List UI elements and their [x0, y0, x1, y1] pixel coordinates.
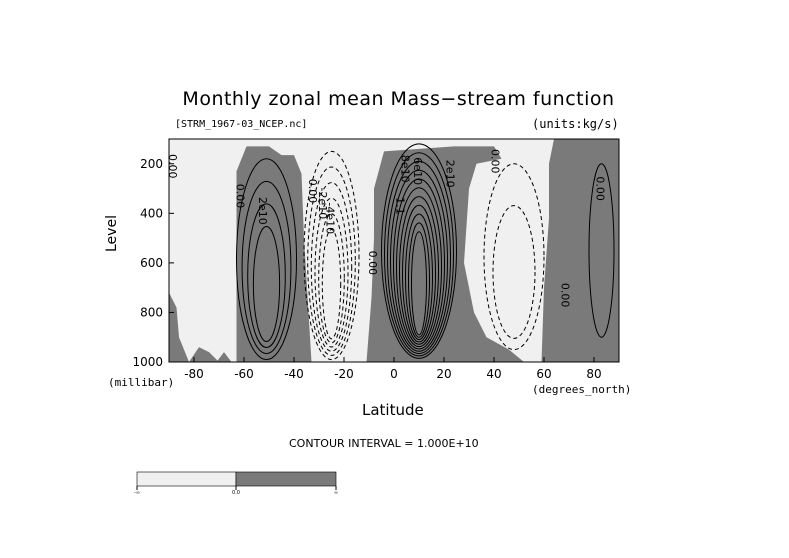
- contour-label: 1.1: [394, 197, 407, 215]
- positive-shade: [216, 352, 232, 362]
- contour-line: [307, 166, 356, 356]
- contour-label: 0.00: [594, 176, 607, 201]
- x-tick-label: 20: [436, 367, 451, 381]
- x-tick-label: -60: [234, 367, 254, 381]
- contour-line: [314, 197, 349, 348]
- positive-shade: [189, 347, 219, 362]
- y-tick-label: 800: [140, 305, 163, 319]
- contour-label: 8e10: [399, 155, 412, 183]
- positive-shade: [541, 139, 619, 362]
- y-tick-label: 600: [140, 256, 163, 270]
- contour-lines: [236, 143, 615, 361]
- colorbar-tick-label: 0.0: [232, 490, 240, 496]
- x-axis-ticks: -80 -60 -40 -20 0 20 40 60 80: [184, 357, 602, 381]
- contour-label: -2e10: [316, 188, 329, 220]
- contour-interval-label: CONTOUR INTERVAL = 1.000E+10: [289, 437, 479, 450]
- x-axis-label: Latitude: [362, 401, 424, 419]
- contour-line: [483, 163, 545, 351]
- contour-label: 0.00: [306, 179, 319, 204]
- contour-line: [588, 163, 615, 338]
- contour-label: 0.00: [489, 149, 502, 174]
- y-tick-label: 400: [140, 206, 163, 220]
- y-axis-label: Level: [104, 215, 120, 252]
- colorbar-negative: [136, 471, 237, 487]
- contour-line: [310, 182, 353, 352]
- y-tick-label: 1000: [132, 355, 163, 369]
- contour-line: [236, 158, 297, 361]
- contour-line: [411, 231, 427, 336]
- x-tick-label: 0: [390, 367, 398, 381]
- contour-label: -4e10: [324, 202, 337, 234]
- colorbar: -∞ 0.0 ∞: [134, 471, 338, 496]
- x-tick-label: -80: [184, 367, 204, 381]
- contour-line: [390, 169, 448, 352]
- contour-line: [303, 150, 360, 361]
- y-axis-ticks: 200 400 600 800 1000: [132, 157, 174, 369]
- y-unit-label: (millibar): [108, 376, 175, 389]
- contour-label: 0.00: [166, 154, 179, 179]
- contour-line: [252, 226, 281, 342]
- contour-line: [393, 178, 445, 350]
- x-tick-label: 80: [586, 367, 601, 381]
- contour-label: 0.00: [234, 184, 247, 209]
- positive-shade: [169, 292, 189, 362]
- colorbar-tick-label: -∞: [134, 490, 140, 496]
- units-label: (units:kg/s): [532, 117, 619, 131]
- contour-line: [399, 196, 439, 345]
- contour-line: [241, 180, 292, 355]
- contour-line: [384, 152, 454, 357]
- contour-line: [387, 160, 451, 355]
- contour-line: [396, 187, 442, 348]
- x-tick-label: 60: [536, 367, 551, 381]
- x-unit-label: (degrees_north): [532, 383, 632, 396]
- colorbar-positive: [235, 471, 337, 487]
- contour-line: [408, 222, 430, 338]
- contour-line: [492, 205, 536, 339]
- contour-line: [321, 229, 342, 340]
- x-tick-label: -20: [334, 367, 354, 381]
- contour-line: [402, 204, 436, 343]
- contour-label: 0.00: [366, 251, 379, 276]
- x-tick-label: -40: [284, 367, 304, 381]
- y-tick-label: 200: [140, 157, 163, 171]
- positive-shade: [366, 146, 524, 362]
- chart-title: Monthly zonal mean Mass−stream function: [182, 88, 615, 110]
- contour-line: [381, 143, 457, 359]
- contour-line: [247, 203, 286, 349]
- colorbar-tick-label: ∞: [334, 490, 338, 496]
- contour-label: 2e10: [256, 197, 269, 225]
- contour-line: [318, 213, 345, 344]
- x-tick-label: 40: [486, 367, 501, 381]
- file-label: [STRM_1967-03_NCEP.nc]: [175, 119, 308, 130]
- contour-label: 0.00: [559, 283, 572, 308]
- contour-label: 6e10: [411, 157, 424, 185]
- contour-line: [405, 213, 433, 340]
- contour-label: 2e10: [444, 160, 457, 188]
